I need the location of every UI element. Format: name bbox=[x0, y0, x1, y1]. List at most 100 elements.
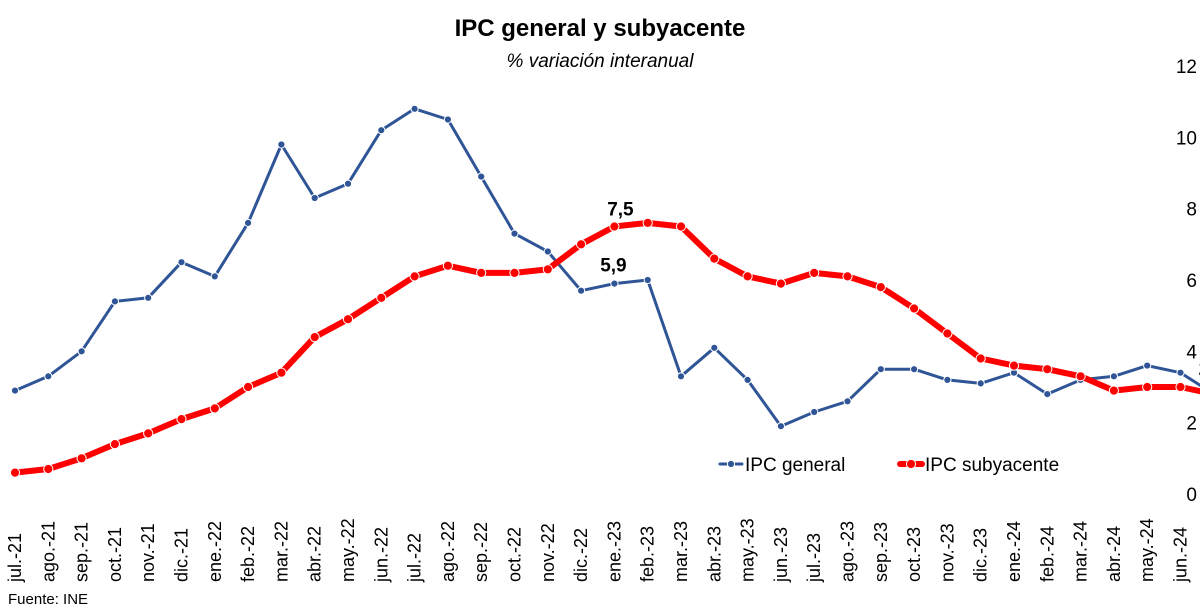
data-point bbox=[1109, 372, 1119, 381]
x-tick-label: ene.-24 bbox=[1004, 521, 1024, 582]
data-point bbox=[843, 397, 852, 406]
x-tick-label: may.-23 bbox=[738, 518, 758, 582]
x-tick-label: ago.-22 bbox=[438, 521, 458, 582]
x-tick-label: nov.-21 bbox=[138, 523, 158, 582]
data-point bbox=[143, 428, 154, 439]
x-tick-label: abr.-23 bbox=[704, 526, 724, 582]
x-tick-label: oct.-22 bbox=[505, 527, 525, 582]
legend: IPC general IPC subyacente bbox=[718, 455, 1059, 476]
data-point bbox=[1175, 381, 1186, 393]
legend-item: IPC general bbox=[718, 455, 845, 476]
x-tick-label: dic.-23 bbox=[971, 528, 991, 582]
data-point bbox=[109, 439, 121, 450]
x-tick-label: ene.-22 bbox=[205, 521, 225, 582]
data-point bbox=[442, 260, 453, 271]
data-point bbox=[309, 332, 320, 343]
data-point bbox=[743, 375, 752, 384]
data-point bbox=[77, 347, 86, 356]
x-tick-label: ago.-21 bbox=[38, 521, 58, 582]
data-point bbox=[942, 328, 953, 339]
data-point bbox=[376, 292, 387, 303]
data-point bbox=[543, 247, 552, 256]
data-point bbox=[742, 271, 753, 282]
data-point bbox=[775, 278, 787, 289]
y-tick-label: 4 bbox=[1186, 342, 1197, 363]
data-point bbox=[10, 386, 20, 395]
x-tick-label: jun.-22 bbox=[371, 527, 391, 583]
data-point bbox=[1008, 360, 1020, 371]
data-point bbox=[1143, 361, 1152, 370]
x-tick-label: ene.-23 bbox=[604, 521, 624, 582]
x-tick-label: jul.-22 bbox=[405, 533, 425, 583]
data-point bbox=[676, 372, 686, 381]
y-tick-label: 0 bbox=[1186, 485, 1197, 506]
x-axis: jul.-21 ago.-21 sep.-21 oct.-21 nov.-21 dic.-… bbox=[5, 518, 1191, 583]
data-point bbox=[276, 367, 287, 378]
x-tick-label: ago.-23 bbox=[838, 521, 858, 582]
data-point bbox=[409, 271, 420, 282]
data-point bbox=[675, 221, 687, 232]
x-tick-label: nov.-23 bbox=[937, 523, 957, 582]
data-point bbox=[410, 104, 419, 113]
data-point bbox=[1142, 381, 1153, 393]
data-point bbox=[975, 353, 986, 364]
x-tick-label: jun.-23 bbox=[771, 527, 791, 583]
data-point bbox=[1043, 390, 1052, 399]
data-point bbox=[277, 140, 286, 149]
data-point bbox=[476, 267, 487, 278]
data-point bbox=[776, 422, 786, 431]
data-labels: 7,5 5,9 2,8 bbox=[600, 200, 1200, 381]
data-point bbox=[443, 115, 452, 124]
series-ipc-subyacente bbox=[9, 217, 1200, 478]
chart-subtitle: % variación interanual bbox=[507, 51, 695, 72]
x-tick-label: sep.-22 bbox=[471, 522, 491, 582]
x-tick-label: dic.-21 bbox=[172, 528, 192, 582]
data-point bbox=[76, 453, 87, 464]
data-point bbox=[910, 365, 919, 374]
y-tick-label: 10 bbox=[1176, 128, 1197, 149]
x-tick-label: abr.-22 bbox=[305, 526, 325, 582]
x-tick-label: oct.-23 bbox=[904, 527, 924, 582]
data-point bbox=[209, 403, 220, 414]
data-point bbox=[210, 272, 219, 281]
data-point bbox=[642, 217, 653, 228]
data-point bbox=[1108, 385, 1120, 396]
x-tick-label: sep.-23 bbox=[871, 522, 891, 582]
data-point bbox=[9, 467, 21, 478]
data-point bbox=[342, 314, 354, 325]
chart-title: IPC general y subyacente bbox=[455, 15, 746, 42]
data-point bbox=[44, 372, 53, 381]
data-point bbox=[810, 407, 819, 417]
x-tick-label: dic.-22 bbox=[571, 528, 591, 582]
x-tick-label: may.-24 bbox=[1137, 518, 1157, 582]
x-tick-label: mar.-22 bbox=[271, 521, 291, 582]
data-point bbox=[875, 282, 886, 293]
legend-item: IPC subyacente bbox=[897, 455, 1059, 476]
y-tick-label: 8 bbox=[1186, 200, 1197, 221]
x-tick-label: abr.-24 bbox=[1104, 526, 1124, 582]
series-ipc-general bbox=[10, 104, 1200, 431]
data-point bbox=[809, 267, 820, 278]
data-point bbox=[509, 267, 520, 278]
data-point bbox=[710, 343, 719, 352]
x-tick-label: feb.-22 bbox=[238, 526, 258, 582]
x-tick-label: jul.-21 bbox=[5, 533, 25, 583]
legend-label: IPC general bbox=[745, 455, 845, 476]
data-point bbox=[1176, 368, 1185, 377]
data-point bbox=[110, 297, 120, 306]
data-point bbox=[909, 303, 920, 314]
data-point bbox=[510, 229, 519, 238]
data-point bbox=[610, 279, 619, 288]
data-point bbox=[243, 381, 254, 393]
data-point bbox=[177, 258, 186, 267]
data-label: 5,9 bbox=[600, 256, 626, 277]
legend-marker bbox=[726, 459, 736, 469]
data-point bbox=[176, 414, 187, 425]
data-label: 7,5 bbox=[607, 200, 634, 221]
data-point bbox=[542, 264, 553, 275]
data-point bbox=[477, 172, 486, 181]
x-tick-label: oct.-21 bbox=[105, 527, 125, 582]
data-point bbox=[876, 365, 885, 374]
data-label: 2,8 bbox=[1199, 359, 1200, 380]
